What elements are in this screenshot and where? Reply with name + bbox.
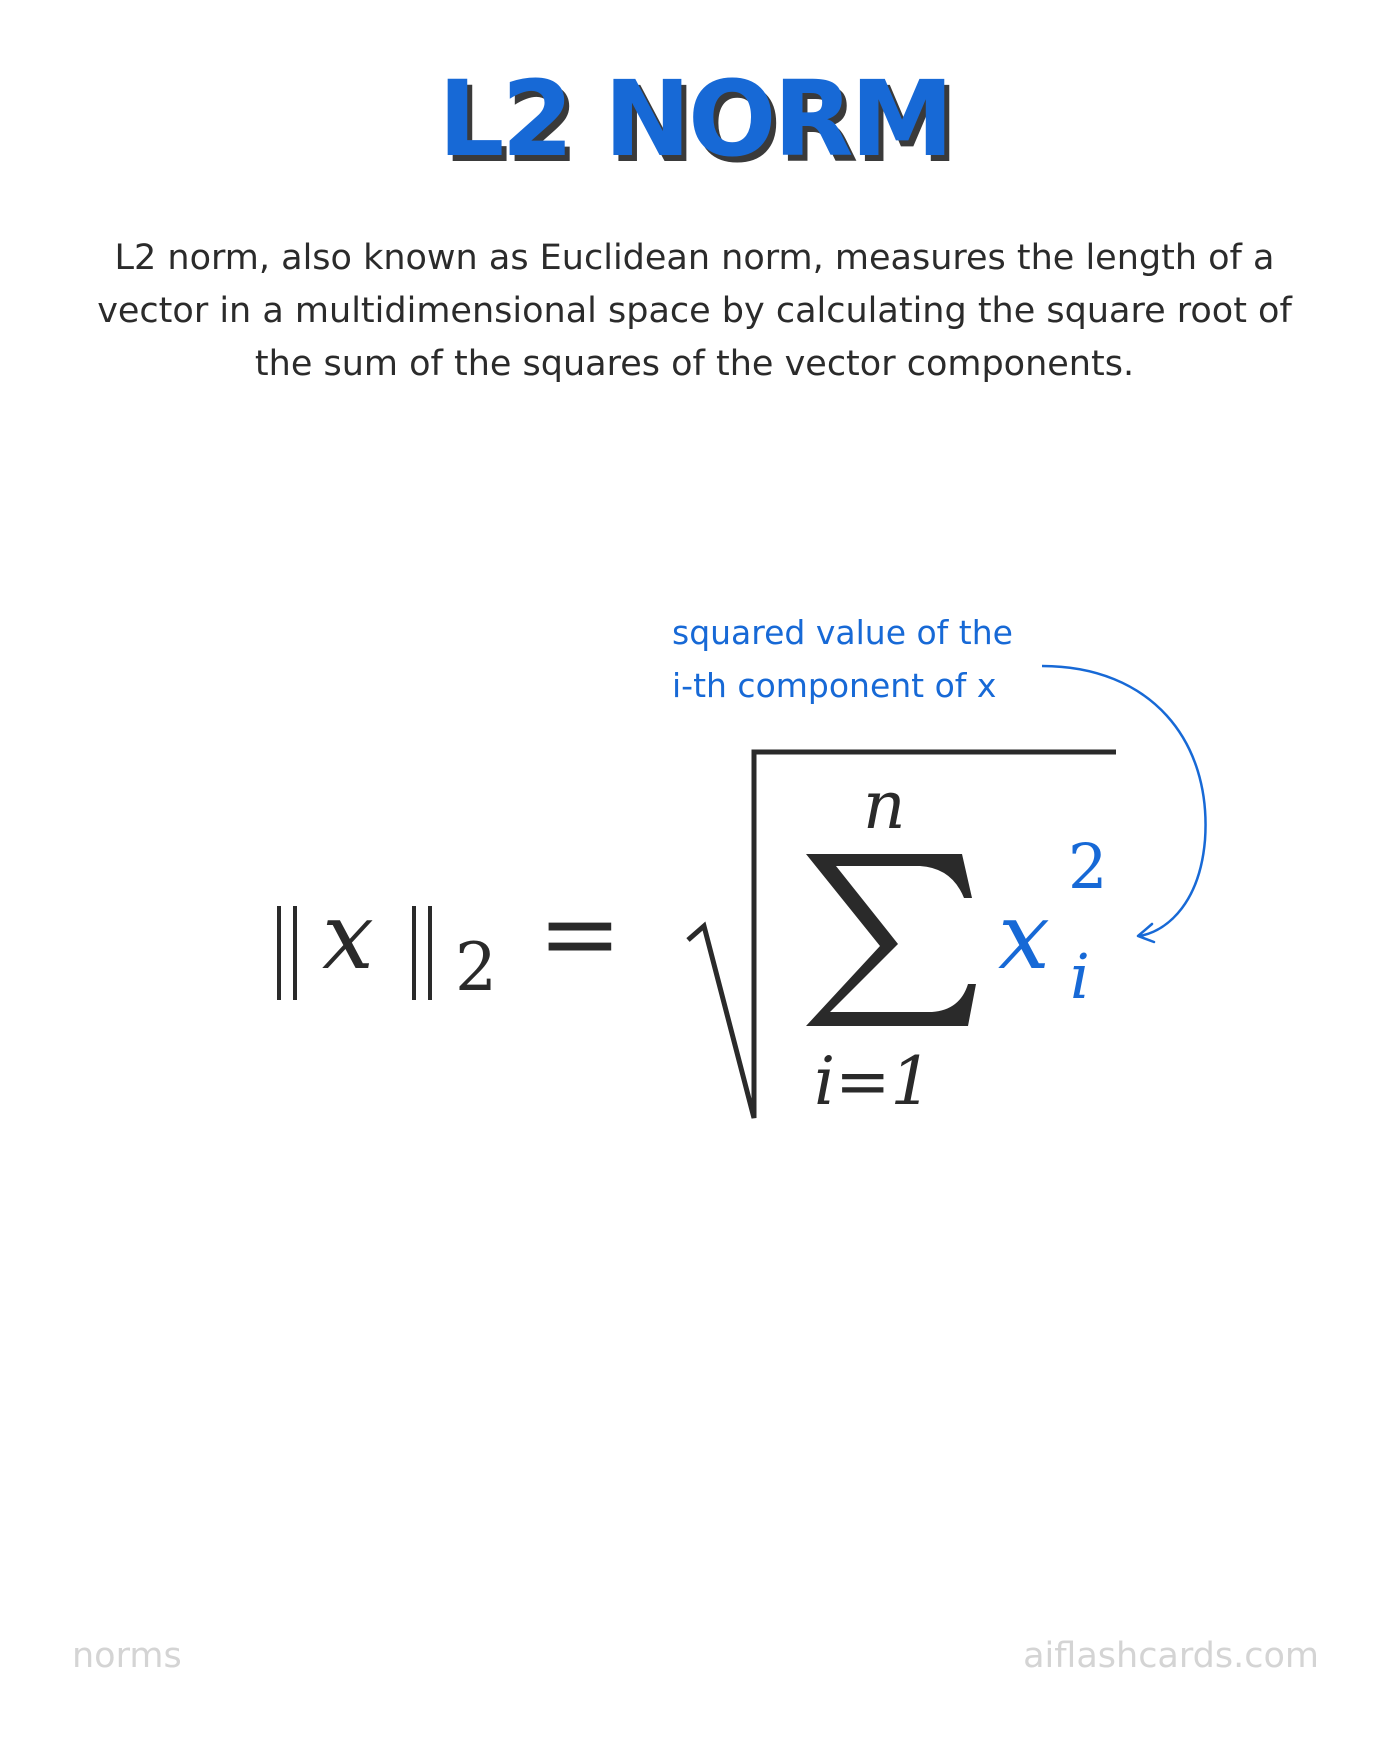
lhs-variable: x: [322, 883, 374, 990]
sum-upper-limit: n: [863, 767, 906, 844]
summand-variable: x: [998, 883, 1050, 990]
sigma-symbol: [806, 854, 976, 1026]
summand-subscript: i: [1070, 940, 1090, 1013]
summand-superscript: 2: [1068, 830, 1107, 903]
sum-lower-limit: i=1: [814, 1043, 932, 1120]
lhs-subscript: 2: [455, 929, 497, 1006]
annotation-arrow: [1042, 666, 1206, 936]
equals-sign: =: [538, 875, 622, 992]
footer-topic: norms: [72, 1636, 182, 1676]
footer-site: aiflashcards.com: [1023, 1636, 1319, 1676]
